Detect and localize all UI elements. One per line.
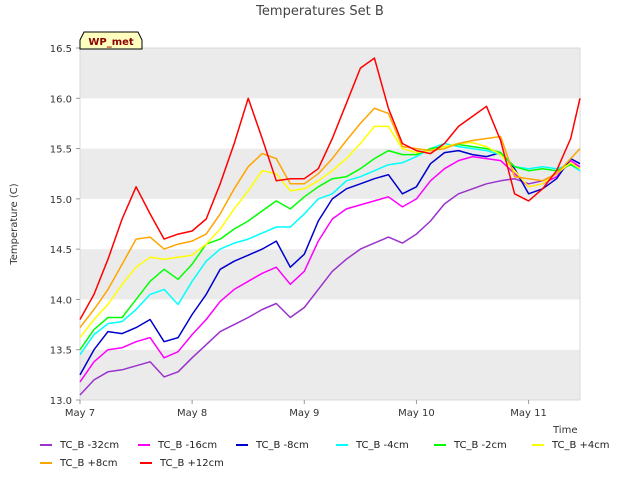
grid-band [80,48,580,99]
x-tick-label: May 7 [65,408,95,419]
series-line [79,143,581,351]
background-bands [80,48,580,400]
legend-item: TC_B +4cm [531,439,630,451]
series-line [79,125,581,339]
y-axis-ticks: 13.0 13.5 14.0 14.5 15.0 15.5 16.0 16.5 [50,44,80,407]
legend-row: TC_B +8cm TC_B +12cm [40,454,630,472]
y-tick-label: 15.0 [50,195,72,206]
y-tick-label: 13.0 [50,396,72,407]
x-tick-label: May 11 [510,408,547,419]
legend-swatch [433,444,446,446]
legend-swatch [140,462,152,464]
x-axis-ticks: May 7 May 8 May 9 May 10 May 11 [65,400,547,419]
legend-label: TC_B +8cm [60,457,118,469]
y-axis-label: Temperature (C) [9,183,20,265]
x-tick-label: May 8 [177,408,207,419]
legend-swatch [40,444,52,446]
x-tick-label: May 9 [289,408,319,419]
legend-label: TC_B -32cm [60,439,120,451]
grid-band [80,98,580,149]
wp-met-badge-label: WP_met [88,37,134,48]
grid-band [80,299,580,350]
y-tick-label: 14.0 [50,295,72,306]
legend-item: TC_B -32cm [40,440,138,451]
legend-label: TC_B -4cm [355,439,409,451]
legend-label: TC_B -2cm [453,439,507,451]
series-lines [79,57,581,396]
legend-label: TC_B +12cm [160,457,224,469]
legend-item: TC_B +12cm [140,458,240,469]
legend-item: TC_B -2cm [433,439,532,451]
temperature-chart: Temperatures Set B 13.013.514.014.515.01… [9,4,581,436]
y-tick-label: 16.0 [50,94,72,105]
y-tick-label: 14.5 [50,245,72,256]
legend-swatch [335,444,348,446]
chart-title: Temperatures Set B [255,4,384,19]
wp-met-badge: WP_met [79,31,143,50]
legend-item: TC_B -8cm [236,440,336,451]
legend-swatch [138,444,150,446]
series-line [79,57,581,320]
grid-band [80,349,580,400]
y-tick-label: 13.5 [50,346,72,357]
series-line [79,155,581,383]
legend-label: TC_B +4cm [551,439,610,451]
legend-swatch [531,444,544,446]
plot-frame [79,47,581,401]
legend-item: TC_B -4cm [335,439,434,451]
grid-band [80,148,580,199]
legend-item: TC_B -16cm [138,440,236,451]
x-axis-label: Time [552,425,577,436]
series-line [79,107,581,329]
y-tick-label: 15.5 [50,145,72,156]
legend-item: TC_B +8cm [40,458,140,469]
legend-swatch [40,462,52,464]
legend-label: TC_B -8cm [256,439,309,451]
series-line [79,162,581,396]
legend-swatch [236,444,248,446]
y-tick-label: 16.5 [50,44,72,55]
legend-row: TC_B -32cm TC_B -16cm TC_B -8cm TC_B -4cm TC… [40,436,630,454]
x-tick-label: May 10 [398,408,435,419]
legend-label: TC_B -16cm [158,439,218,451]
chart-legend: TC_B -32cm TC_B -16cm TC_B -8cm TC_B -4cm TC… [40,436,630,472]
